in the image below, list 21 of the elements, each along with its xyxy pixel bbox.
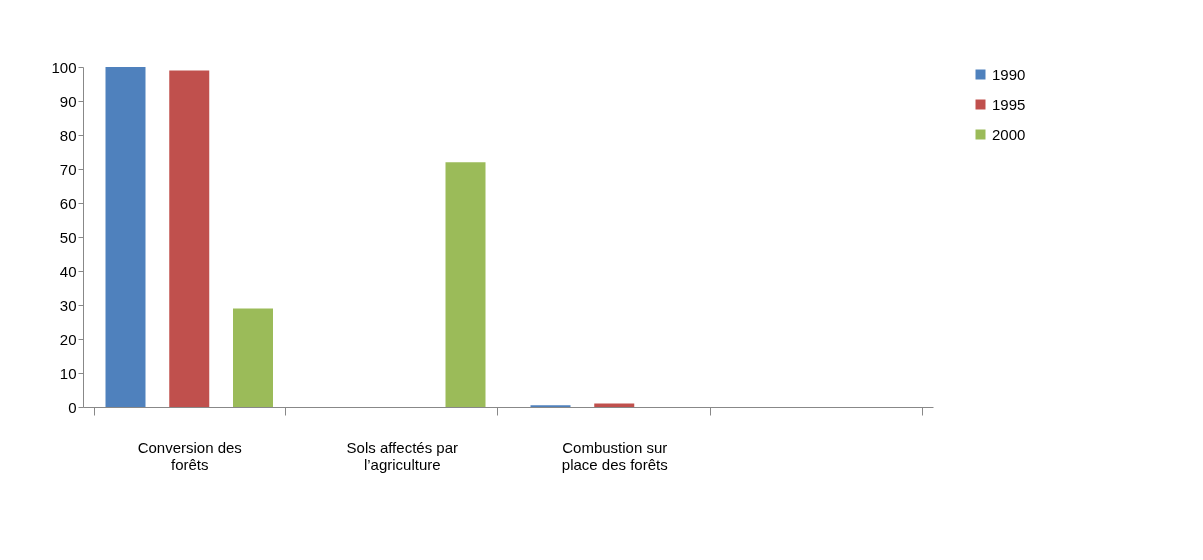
y-tick-label: 100	[51, 58, 77, 76]
bar	[169, 70, 210, 407]
x-tick-label: Conversion des forêts	[137, 438, 242, 473]
bar	[105, 67, 146, 407]
y-tick-label: 60	[59, 194, 77, 212]
y-tick-label: 10	[59, 364, 77, 382]
y-tick-label: 90	[59, 92, 77, 110]
x-tick-label: Combustion sur place des forêts	[561, 438, 668, 473]
y-tick-label: 20	[59, 330, 77, 348]
y-tick-label: 30	[59, 296, 77, 314]
y-tick-label: 40	[59, 262, 77, 280]
y-tick-label: 70	[59, 160, 77, 178]
bar	[233, 308, 273, 407]
y-tick-label: 50	[59, 228, 77, 246]
legend-label: 2000	[992, 125, 1026, 143]
legend-label: 1995	[992, 95, 1026, 113]
y-tick-label: 0	[68, 398, 77, 416]
legend-label: 1990	[992, 65, 1026, 83]
bar	[445, 162, 486, 407]
y-tick-label: 80	[59, 126, 77, 144]
x-tick-label: Sols affectés par l’agriculture	[346, 438, 458, 473]
